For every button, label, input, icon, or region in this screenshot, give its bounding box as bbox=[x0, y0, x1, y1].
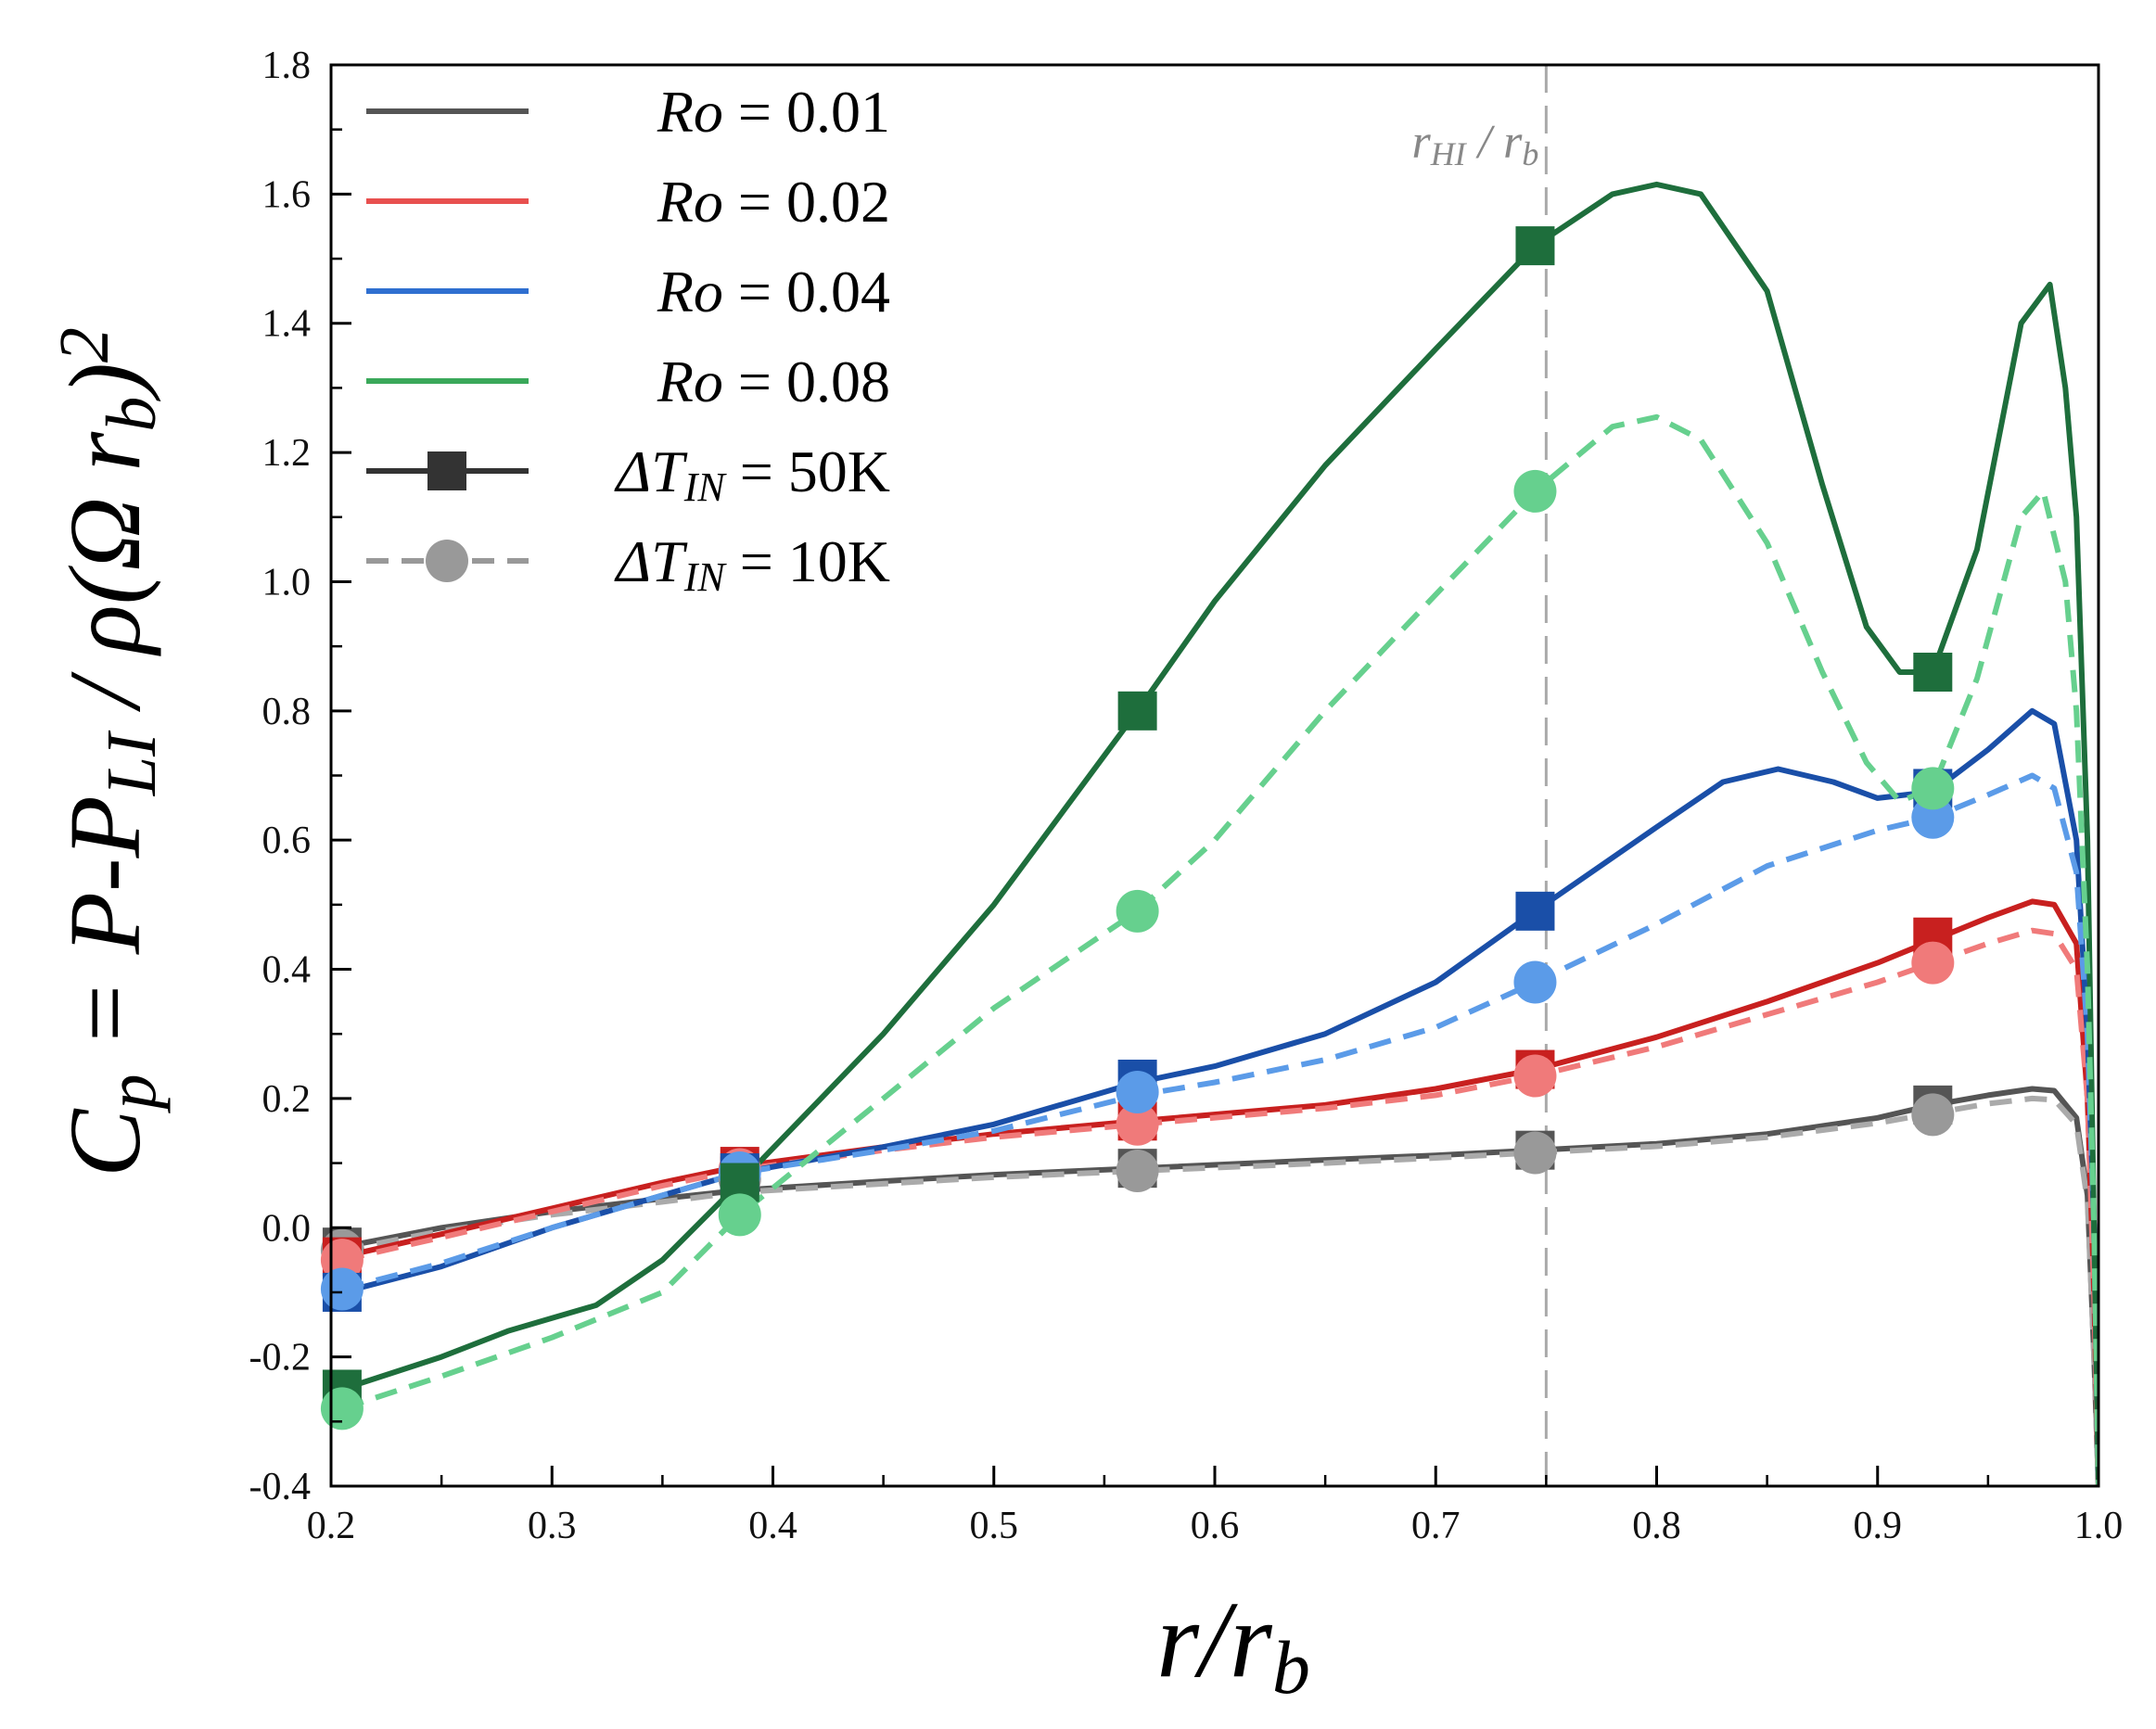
x-tick-label: 0.3 bbox=[528, 1505, 577, 1547]
data-point-circle bbox=[1911, 767, 1955, 810]
y-tick-label: -0.4 bbox=[249, 1466, 312, 1508]
x-axis-title: r/rb bbox=[1156, 1579, 1310, 1710]
series-line-2 bbox=[341, 898, 2099, 1486]
legend-label-value: = 10K bbox=[725, 528, 890, 594]
y-tick-label: 0.2 bbox=[262, 1078, 312, 1121]
legend-label-1: Ro = 0.02 bbox=[657, 169, 890, 235]
legend-label-0: Ro = 0.01 bbox=[657, 79, 890, 145]
y-axis-title-sub1: p bbox=[93, 1074, 171, 1113]
legend-marker-circle bbox=[426, 540, 468, 582]
x-tick-label: 0.2 bbox=[307, 1505, 356, 1547]
annotation-label: rHI / rb bbox=[1411, 116, 1538, 172]
y-axis-title-part4: ) bbox=[48, 362, 161, 402]
legend-label-2: Ro = 0.04 bbox=[657, 259, 890, 324]
annotation-sub1: HI bbox=[1430, 135, 1468, 172]
series-line-1 bbox=[341, 1095, 2099, 1486]
data-point-circle bbox=[1116, 889, 1159, 933]
y-tick-label: 1.4 bbox=[262, 303, 312, 346]
legend-label-prefix: Ro bbox=[657, 79, 723, 145]
data-point-circle bbox=[1513, 1131, 1557, 1175]
x-tick-label: 0.6 bbox=[1191, 1505, 1240, 1547]
data-point-circle bbox=[1513, 960, 1557, 1004]
legend-label-sub: IN bbox=[683, 554, 728, 600]
annotation-main: r bbox=[1411, 116, 1431, 169]
y-axis-title-part3: / ρ(Ω r bbox=[48, 431, 161, 733]
legend-label-prefix: Ro bbox=[657, 169, 723, 235]
y-axis-title-part2: = P-P bbox=[48, 795, 161, 1074]
x-axis-title-sub: b bbox=[1272, 1625, 1310, 1710]
x-tick-label: 0.5 bbox=[970, 1505, 1019, 1547]
legend-label-prefix: ΔT bbox=[614, 439, 689, 504]
legend-label-3: Ro = 0.08 bbox=[657, 349, 890, 414]
x-tick-label: 1.0 bbox=[2074, 1505, 2124, 1547]
data-point-circle bbox=[1911, 1093, 1955, 1137]
legend-label-sub: IN bbox=[683, 464, 728, 510]
legend-label-5: ΔTIN = 10K bbox=[614, 528, 890, 600]
legend-label-prefix: Ro bbox=[657, 349, 723, 414]
legend-label-value: = 0.02 bbox=[723, 169, 890, 235]
legend-label-prefix: ΔT bbox=[614, 528, 689, 594]
legend-label-prefix: Ro bbox=[657, 259, 723, 324]
x-axis-title-main: r/r bbox=[1156, 1579, 1273, 1700]
y-tick-label: -0.2 bbox=[249, 1337, 312, 1379]
series-line-7 bbox=[340, 413, 2099, 1486]
axes-layer: 0.2 0.3 0.4 0.5 0.6 0.7 0.8 0.9 1.0 -0.4 -0.2 0.0 0.… bbox=[249, 44, 2124, 1547]
x-tick-label: 0.4 bbox=[748, 1505, 797, 1547]
y-axis-title-sub3: b bbox=[93, 397, 171, 432]
data-point-square bbox=[1913, 653, 1953, 693]
y-tick-label: 0.6 bbox=[262, 820, 312, 862]
data-point-circle bbox=[320, 1387, 364, 1430]
annotation-sub2: b bbox=[1522, 135, 1538, 172]
legend-label-value: = 0.08 bbox=[723, 349, 890, 414]
y-tick-label: 0.0 bbox=[262, 1207, 312, 1250]
y-tick-label: 1.6 bbox=[262, 173, 312, 216]
x-tick-label: 0.9 bbox=[1854, 1505, 1903, 1547]
x-tick-label: 0.7 bbox=[1411, 1505, 1461, 1547]
series-line-6 bbox=[340, 181, 2099, 1486]
data-point-square bbox=[1117, 691, 1157, 731]
data-point-circle bbox=[1116, 1070, 1159, 1113]
y-axis-title-part1: C bbox=[48, 1108, 161, 1177]
y-tick-label: 0.8 bbox=[262, 691, 312, 733]
data-point-circle bbox=[1116, 1149, 1159, 1192]
legend-label-value: = 50K bbox=[725, 439, 890, 504]
legend-label-value: = 0.04 bbox=[723, 259, 890, 324]
y-axis-title-sub2: LI bbox=[93, 730, 171, 796]
y-axis-title: Cp = P-PLI / ρ(Ω rb)2 bbox=[45, 327, 171, 1177]
annotation-mid: / r bbox=[1466, 116, 1523, 169]
data-point-circle bbox=[1513, 1054, 1557, 1098]
data-point-circle bbox=[1513, 469, 1557, 513]
data-point-circle bbox=[320, 1267, 364, 1311]
data-point-circle bbox=[1116, 1102, 1159, 1146]
legend-label-4: ΔTIN = 50K bbox=[614, 439, 890, 510]
series-line-3 bbox=[341, 927, 2099, 1486]
data-point-square bbox=[1515, 226, 1555, 266]
legend-marker-square bbox=[427, 451, 466, 490]
x-tick-label: 0.8 bbox=[1632, 1505, 1681, 1547]
y-tick-label: 1.0 bbox=[262, 561, 312, 604]
y-tick-label: 1.2 bbox=[262, 432, 312, 475]
data-point-circle bbox=[1911, 941, 1955, 985]
y-tick-label: 1.8 bbox=[262, 44, 312, 87]
legend-label-value: = 0.01 bbox=[723, 79, 890, 145]
data-point-square bbox=[1515, 891, 1555, 931]
y-tick-label: 0.4 bbox=[262, 949, 312, 992]
y-axis-title-sup4: 2 bbox=[45, 327, 123, 362]
data-point-circle bbox=[718, 1193, 761, 1237]
